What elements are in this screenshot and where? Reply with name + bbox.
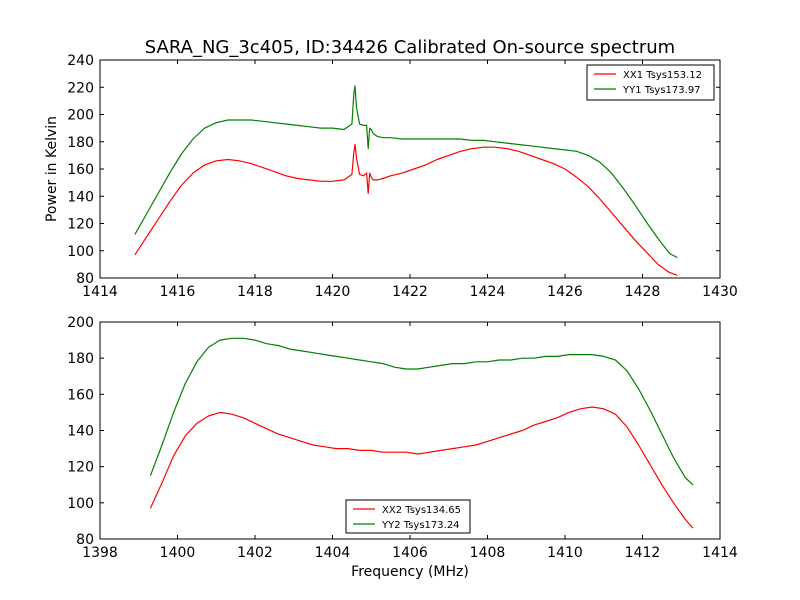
chart-title: SARA_NG_3c405, ID:34426 Calibrated On-so… — [145, 37, 675, 58]
y-tick-label: 120 — [67, 217, 94, 233]
y-tick-label: 120 — [67, 460, 94, 476]
y-tick-label: 180 — [67, 135, 94, 151]
y-tick-label: 140 — [67, 189, 94, 205]
series-line-xx2 — [149, 406, 694, 529]
y-tick-label: 200 — [67, 108, 94, 124]
x-tick-label: 1416 — [160, 284, 196, 300]
y-tick-label: 180 — [67, 351, 94, 367]
x-tick-label: 1400 — [160, 545, 196, 561]
x-tick-label: 1414 — [82, 284, 118, 300]
y-tick-label: 220 — [67, 80, 94, 96]
legend-label: XX2 Tsys134.65 — [382, 505, 461, 516]
series-line-yy1 — [134, 85, 678, 259]
y-tick-label: 80 — [76, 532, 94, 548]
x-tick-label: 1428 — [625, 284, 661, 300]
y-tick-label: 100 — [67, 496, 94, 512]
x-tick-label: 1412 — [625, 545, 661, 561]
plot-panel-2: 1398 1400 1402 1404 1406 1408 1410 1412 1414 80 10… — [67, 315, 738, 580]
x-tick-label: 1414 — [702, 545, 738, 561]
plot-panel-1: 1414 1416 1418 1420 1422 1424 1426 1428 1430 80 10… — [44, 53, 738, 300]
x-axis-label: Frequency (MHz) — [351, 564, 469, 580]
legend-label: XX1 Tsys153.12 — [623, 70, 702, 81]
x-tick-label: 1402 — [237, 545, 273, 561]
y-tick-label: 160 — [67, 387, 94, 403]
y-tick-label: 140 — [67, 424, 94, 440]
x-tick-label: 1424 — [470, 284, 506, 300]
series-line-xx1 — [134, 143, 678, 276]
y-tick-label: 160 — [67, 162, 94, 178]
legend-label: YY2 Tsys173.24 — [381, 520, 460, 531]
y-axis-label: Power in Kelvin — [44, 116, 60, 222]
legend: XX1 Tsys153.12 YY1 Tsys173.97 — [586, 64, 715, 101]
x-tick-label: 1406 — [392, 545, 428, 561]
legend-box — [586, 64, 715, 101]
x-tick-label: 1398 — [82, 545, 118, 561]
y-tick-label: 240 — [67, 53, 94, 69]
x-tick-label: 1430 — [702, 284, 738, 300]
y-tick-label: 200 — [67, 315, 94, 331]
x-tick-label: 1404 — [315, 545, 351, 561]
x-tick-label: 1420 — [315, 284, 351, 300]
x-tick-label: 1426 — [547, 284, 583, 300]
legend: XX2 Tsys134.65 YY2 Tsys173.24 — [345, 499, 471, 534]
x-tick-label: 1418 — [237, 284, 273, 300]
y-tick-label: 100 — [67, 244, 94, 260]
x-tick-label: 1422 — [392, 284, 428, 300]
x-tick-label: 1410 — [547, 545, 583, 561]
series-line-yy2 — [149, 337, 694, 486]
x-tick-label: 1408 — [470, 545, 506, 561]
legend-box — [345, 499, 471, 534]
y-tick-label: 80 — [76, 271, 94, 287]
legend-label: YY1 Tsys173.97 — [622, 85, 701, 96]
